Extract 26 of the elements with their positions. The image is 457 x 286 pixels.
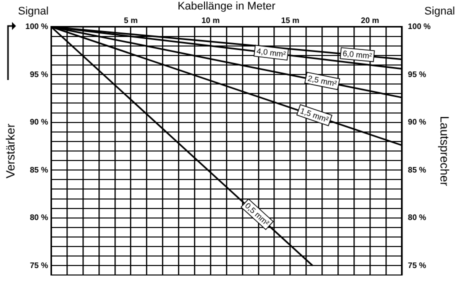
- text: 2,5 mm²: [306, 74, 338, 89]
- y2-axis-title: Lautsprecher: [437, 116, 452, 186]
- x-tick-label: 20 m: [360, 16, 380, 26]
- y-tick-label: 100 %: [25, 22, 48, 32]
- y2-tick-label: 85 %: [408, 165, 426, 174]
- text: 1,5 mm²: [298, 106, 330, 124]
- x-tick-label: 5 m: [124, 16, 138, 26]
- text: Signal: [424, 5, 455, 18]
- y2-tick-label: 90 %: [408, 118, 426, 127]
- text: 4,0 mm²: [256, 46, 287, 60]
- y2-tick-label: 80 %: [408, 213, 426, 222]
- y-tick-label: 85 %: [30, 165, 48, 174]
- y-axis-title: Verstärker: [4, 124, 18, 178]
- x-tick-label: 15 m: [281, 16, 300, 26]
- x-tick-label: 10 m: [201, 16, 220, 26]
- y-tick-label: 75 %: [30, 260, 48, 270]
- y2-tick-label: 100 %: [408, 22, 431, 32]
- y-tick-label: 80 %: [30, 213, 48, 222]
- text: 6,0 mm²: [342, 49, 373, 61]
- x-axis-title: Kabellänge in Meter: [178, 0, 276, 13]
- y-tick-label: 95 %: [30, 70, 48, 79]
- y-tick-label: 90 %: [30, 118, 48, 127]
- y2-tick-label: 95 %: [408, 70, 426, 79]
- text: Signal: [18, 5, 49, 18]
- text: 0,5 mm²: [243, 201, 272, 228]
- y2-tick-label: 75 %: [408, 260, 426, 270]
